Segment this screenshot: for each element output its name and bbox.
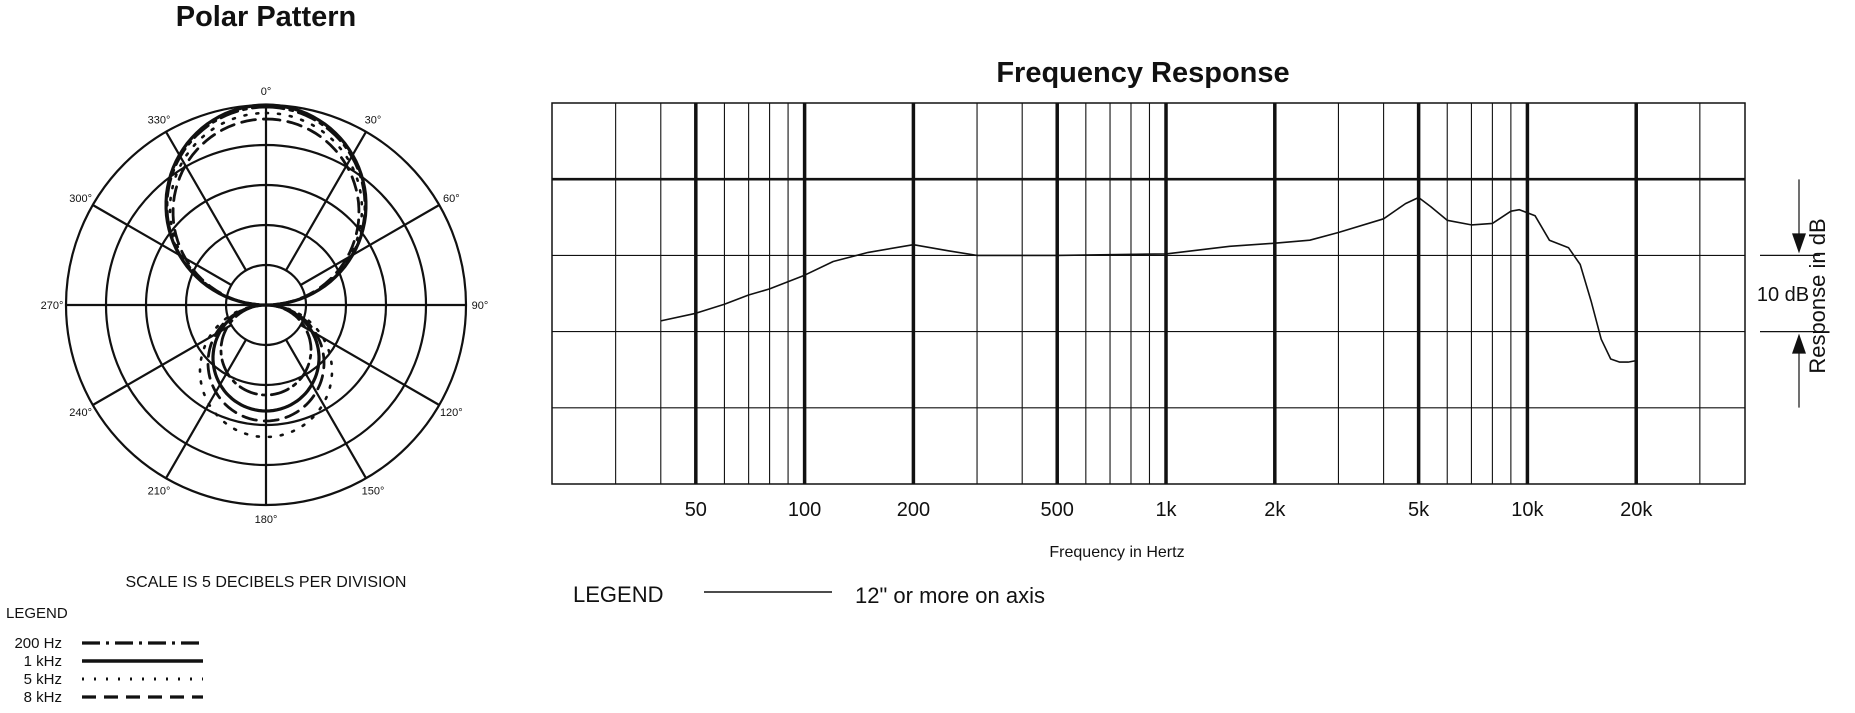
frequency-x-label: Frequency in Hertz [1049,544,1184,561]
db-scale-label: 10 dB [1757,284,1809,306]
frequency-tick-label: 2k [1264,499,1286,521]
polar-angle-label: 330° [148,115,171,127]
polar-angle-label: 300° [69,193,92,205]
polar-series-curve [171,117,361,423]
polar-spoke [165,339,247,479]
polar-spoke [92,204,232,286]
frequency-plot-frame [551,102,1746,485]
polar-angle-label: 150° [362,485,385,497]
polar-series-curve [164,103,368,413]
polar-legend-label: 8 kHz [24,689,62,706]
polar-spoke [285,339,367,479]
frequency-tick-label: 200 [897,499,930,521]
polar-spoke [300,324,440,406]
polar-angle-label: 240° [69,407,92,419]
frequency-legend-label: 12" or more on axis [855,583,1045,608]
polar-angle-label: 0° [261,86,272,98]
frequency-response-chart: Frequency Response 50 100 200 500 1k 2k 5k 10k 2… [551,57,1830,608]
polar-angle-label: 120° [440,407,463,419]
frequency-y-label: Response in dB [1805,218,1830,373]
polar-legend-title: LEGEND [6,605,68,622]
polar-pattern-chart: Polar Pattern 0° 30° 60° 90° 120° 150° 180° 210… [6,1,488,706]
polar-legend-label: 5 kHz [24,671,62,688]
frequency-tick-label: 10k [1511,499,1544,521]
frequency-grid [551,102,1746,485]
polar-title: Polar Pattern [176,1,357,33]
polar-spoke [300,204,440,286]
frequency-title: Frequency Response [996,57,1289,89]
polar-angle-label: 180° [255,514,278,526]
frequency-tick-label: 1k [1155,499,1177,521]
polar-angle-label: 270° [41,300,64,312]
polar-legend-label: 200 Hz [14,635,62,652]
polar-angle-label: 210° [148,485,171,497]
polar-angle-label: 30° [365,115,382,127]
frequency-x-tick-labels: 50 100 200 500 1k 2k 5k 10k 20k [685,499,1654,521]
frequency-series [660,196,1637,363]
frequency-tick-label: 5k [1408,499,1430,521]
polar-angle-label: 90° [472,300,489,312]
polar-angle-label: 60° [443,193,460,205]
polar-scale-note: SCALE IS 5 DECIBELS PER DIVISION [126,574,407,591]
polar-series [164,103,368,439]
frequency-tick-label: 100 [788,499,821,521]
db-marker-down-arrow [1792,233,1806,254]
db-scale-marker [1760,179,1820,408]
frequency-legend-title: LEGEND [573,582,663,607]
polar-angle-labels: 0° 30° 60° 90° 120° 150° 180° 210° 240° 270° 300° 3… [41,86,489,526]
polar-spoke [92,324,232,406]
polar-grid [64,103,468,507]
polar-series-curve [168,111,364,439]
db-marker-up-arrow [1792,333,1806,354]
frequency-series-line [660,196,1637,363]
frequency-tick-label: 50 [685,499,707,521]
frequency-tick-label: 500 [1041,499,1074,521]
polar-legend-label: 1 kHz [24,653,62,670]
frequency-tick-label: 20k [1620,499,1653,521]
